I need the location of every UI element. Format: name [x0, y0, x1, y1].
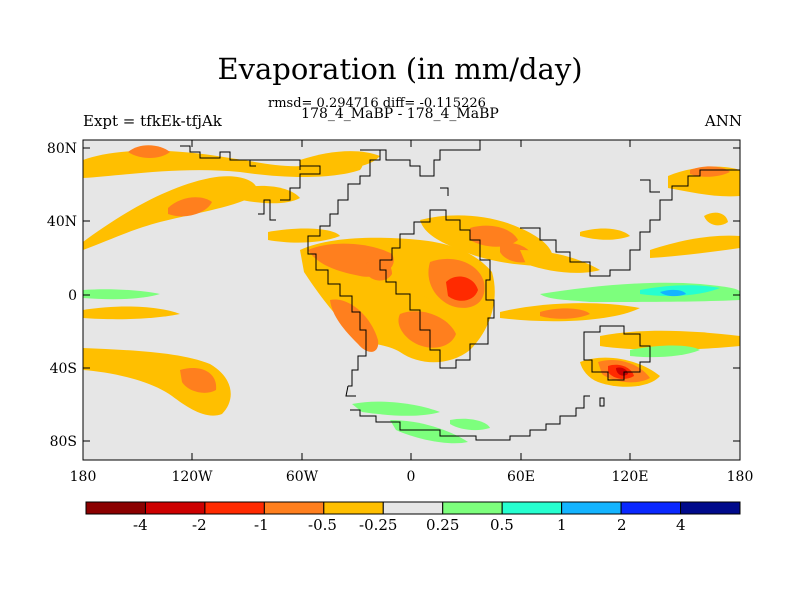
case-line: 178_4_MaBP - 178_4_MaBP	[301, 106, 499, 122]
coastline	[258, 199, 276, 221]
anomaly-field	[390, 420, 468, 444]
coastline	[350, 395, 590, 441]
coastline	[440, 187, 449, 196]
anomaly-field	[704, 212, 728, 226]
colorbar-swatch	[382, 501, 444, 515]
lon-label: 0	[407, 469, 416, 485]
season-label: ANN	[704, 112, 742, 130]
coastline	[379, 209, 495, 369]
anomaly-field	[128, 145, 170, 158]
colorbar-label: -4	[133, 516, 148, 534]
anomaly-field	[83, 306, 180, 320]
coastlines	[180, 140, 740, 441]
lon-label: 180	[727, 469, 754, 485]
colorbar-label: 4	[676, 516, 686, 534]
anomaly-field	[168, 197, 212, 217]
coastline	[345, 385, 356, 397]
anomaly-field	[232, 185, 300, 204]
colorbar-label: -2	[192, 516, 207, 534]
anomaly-field	[650, 235, 740, 258]
stats-line: rmsd= 0.294716 diff= -0.115226	[268, 96, 486, 111]
longitude-labels: 180 120W 60W 0 60E 120E 180	[70, 469, 754, 485]
lat-label: 40S	[50, 361, 77, 377]
coastline	[520, 169, 740, 277]
coastline	[307, 149, 381, 387]
anomaly-field	[630, 345, 700, 358]
anomaly-field	[470, 225, 518, 247]
colorbar-label: -0.25	[359, 516, 398, 534]
colorbar-label: 0.5	[490, 516, 514, 534]
anomaly-field	[600, 330, 740, 350]
anomaly-field	[300, 151, 380, 170]
anomaly-field	[180, 368, 217, 393]
anomaly-field	[398, 311, 456, 348]
coastline	[583, 325, 651, 381]
coastline	[380, 140, 481, 177]
lat-label: 40N	[47, 214, 77, 230]
anomaly-field	[450, 418, 490, 431]
anomaly-field	[83, 289, 160, 300]
colorbar-swatch	[442, 501, 503, 515]
lon-label: 180	[70, 469, 97, 485]
lon-label: 60W	[286, 469, 319, 485]
lon-label: 120E	[612, 469, 649, 485]
colorbar-swatch	[204, 501, 265, 515]
colorbar-label: -0.5	[308, 516, 337, 534]
coastline	[180, 145, 321, 201]
colorbar-swatch	[85, 501, 146, 515]
latitude-labels: 80N 40N 0 40S 80S	[47, 141, 77, 450]
colorbar-swatch	[263, 501, 325, 515]
anomaly-field	[660, 289, 686, 297]
anomaly-field	[380, 292, 430, 309]
anomaly-field	[540, 308, 590, 319]
colorbar-label: 2	[617, 516, 627, 534]
colorbar-swatch	[323, 501, 384, 515]
anomaly-field	[520, 250, 600, 273]
colorbar-swatch	[144, 501, 206, 515]
coastline	[240, 159, 256, 167]
coastline	[599, 397, 605, 407]
colorbar-label: 1	[557, 516, 567, 534]
colorbar-swatch	[680, 501, 741, 515]
colorbar-swatch	[620, 501, 682, 515]
anomaly-field	[616, 367, 628, 376]
lat-label: 0	[68, 288, 77, 304]
experiment-label: Expt = tfkEk-tfjAk	[83, 112, 222, 130]
colorbar-label: -1	[254, 516, 269, 534]
anomaly-field	[83, 348, 231, 416]
page-title: Evaporation (in mm/day)	[217, 52, 583, 86]
lon-label: 120W	[171, 469, 213, 485]
anomaly-fields	[83, 145, 740, 444]
tick-marks	[83, 140, 740, 460]
colorbar-swatch	[501, 501, 563, 515]
anomaly-field	[268, 228, 340, 243]
colorbar-swatch	[561, 501, 622, 515]
lat-label: 80N	[47, 141, 77, 157]
anomaly-field	[580, 228, 630, 240]
anomaly-field	[352, 401, 440, 416]
coastline	[640, 179, 660, 193]
colorbar-label: 0.25	[426, 516, 460, 534]
lon-label: 60E	[507, 469, 535, 485]
colorbar	[85, 501, 741, 515]
anomaly-field	[446, 276, 478, 301]
lat-label: 80S	[50, 434, 77, 450]
